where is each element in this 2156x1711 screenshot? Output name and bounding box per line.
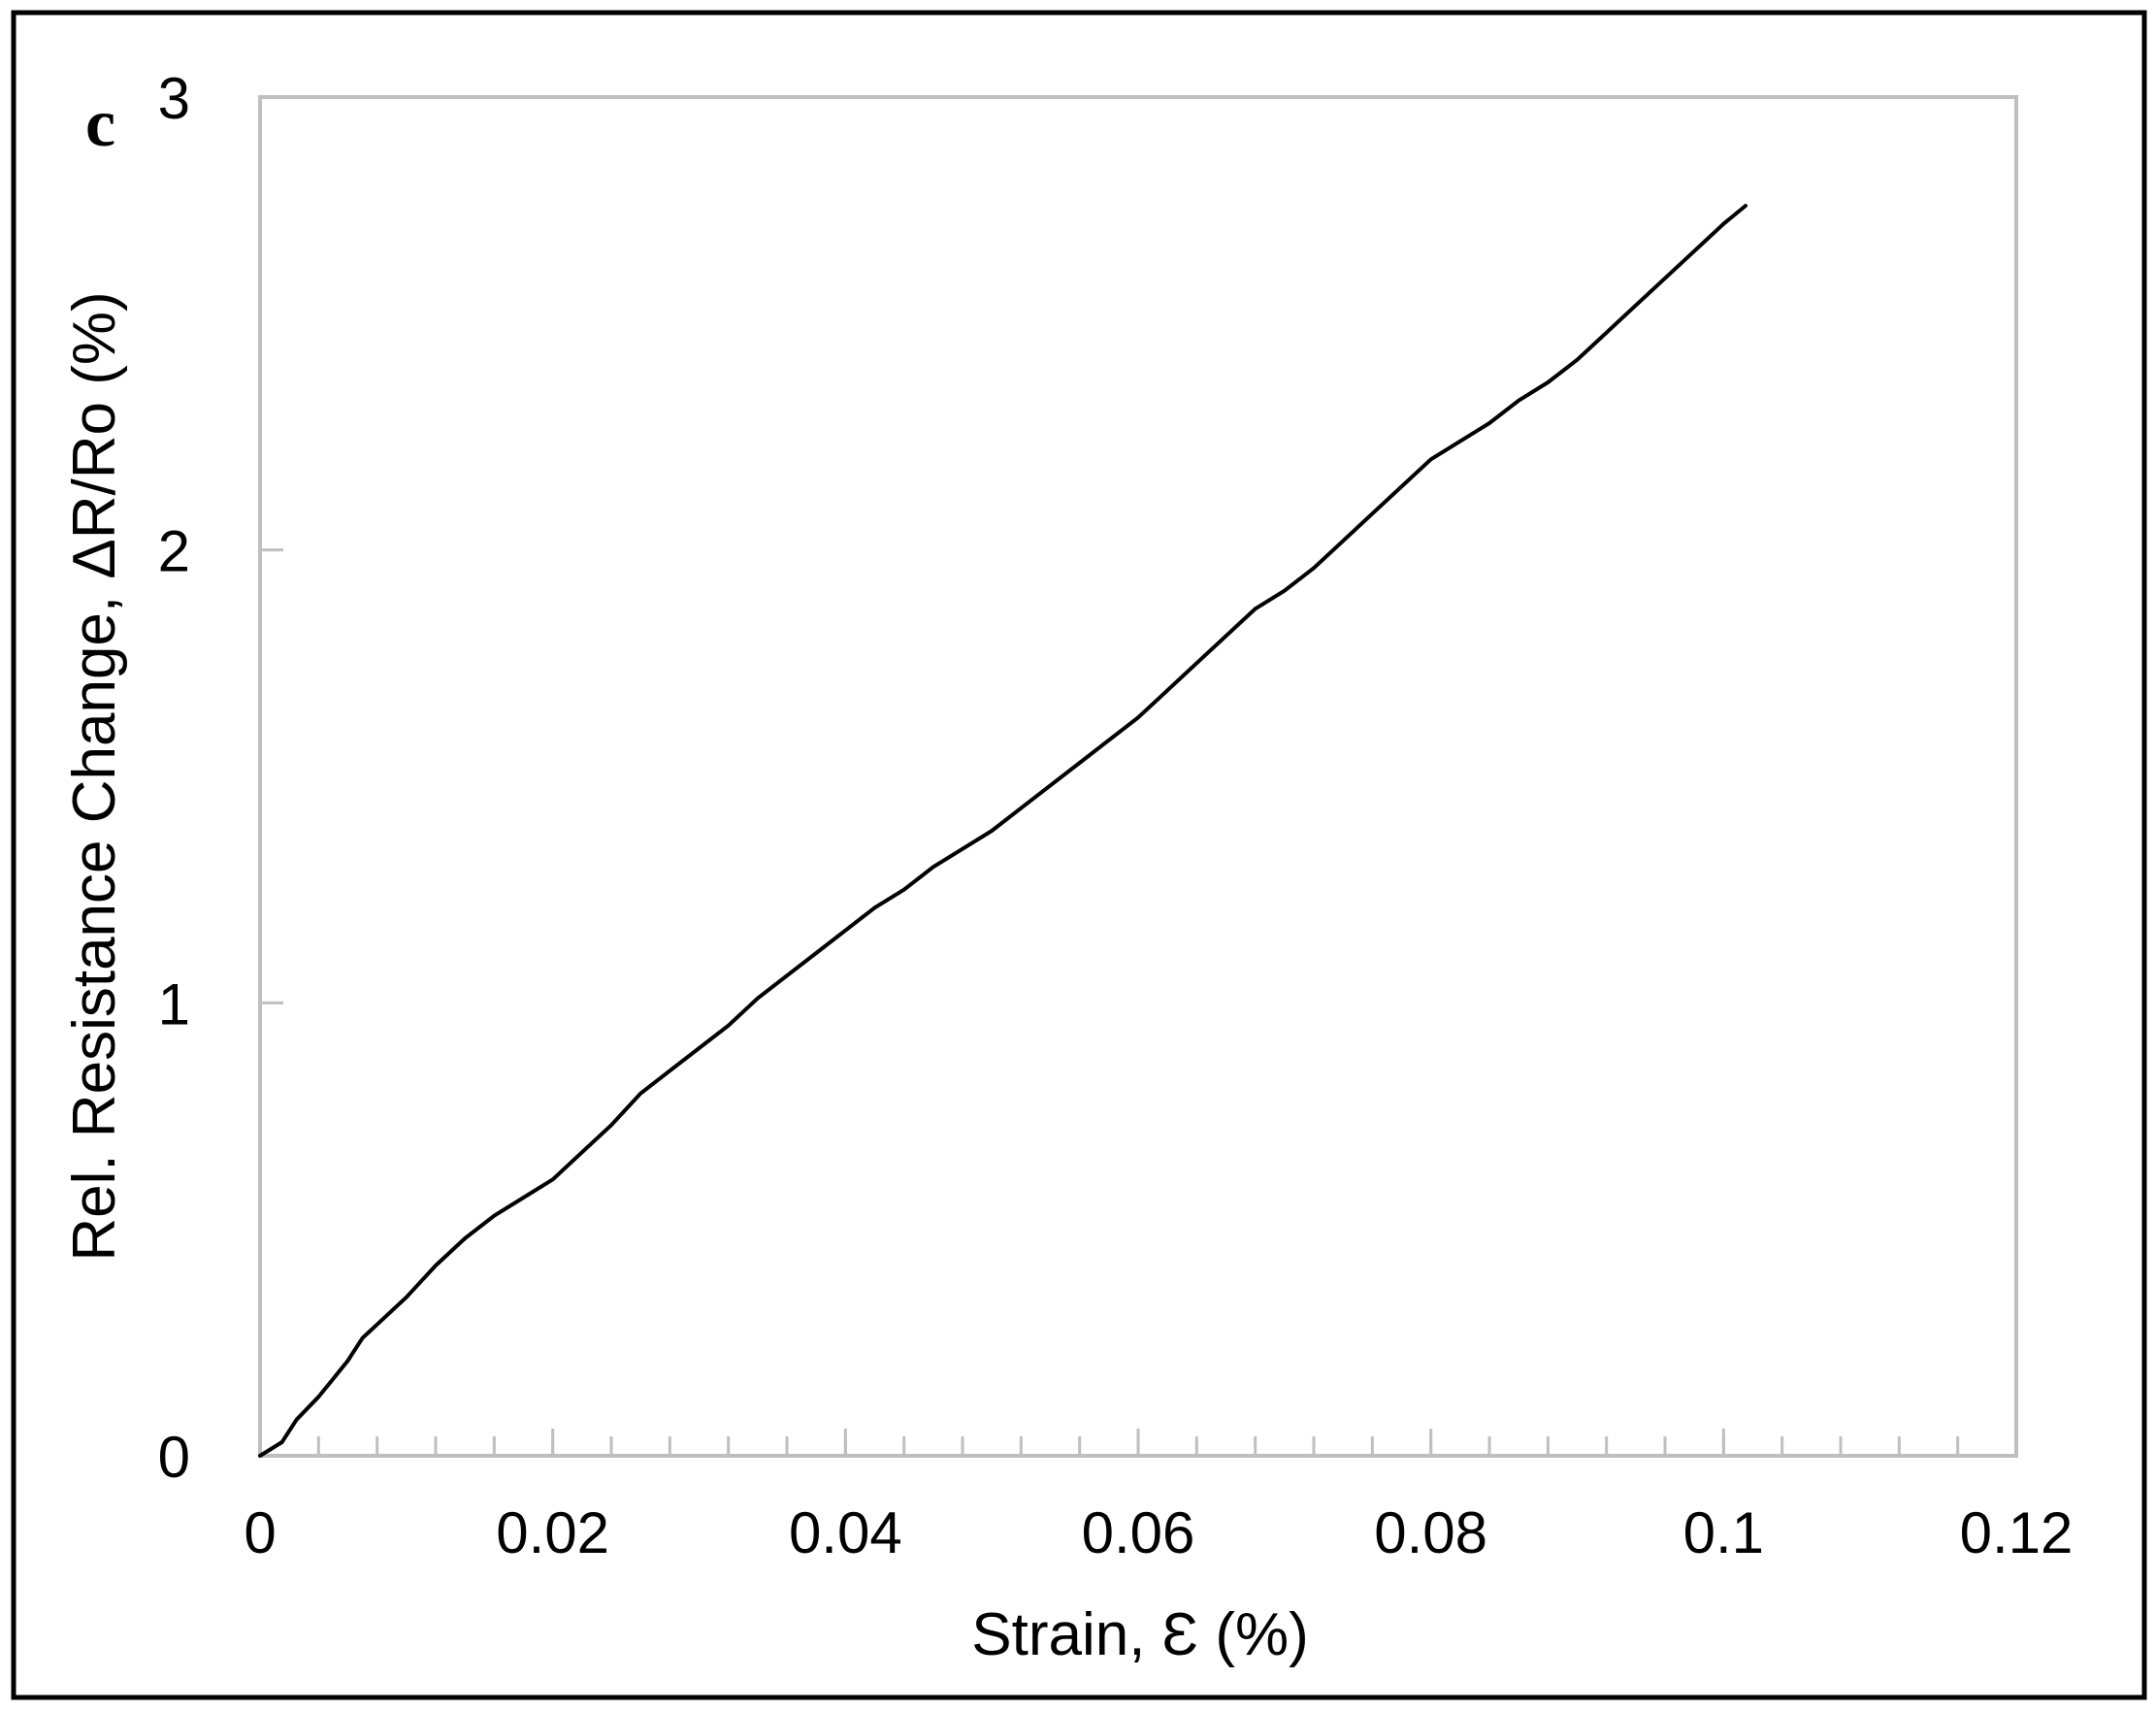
x-axis-title: Strain, Ɛ (%) xyxy=(971,1601,1309,1668)
panel-label: c xyxy=(85,86,115,161)
x-major-ticks xyxy=(258,1429,2018,1456)
x-tick-label: 0.1 xyxy=(1683,1500,1764,1565)
series-line xyxy=(258,204,1748,1458)
x-tick-label: 0.08 xyxy=(1374,1500,1487,1565)
x-tick-label: 0 xyxy=(244,1500,276,1565)
figure-frame xyxy=(11,10,2147,1700)
y-tick-label: 2 xyxy=(158,519,190,584)
y-tick-label: 1 xyxy=(158,971,190,1036)
y-major-ticks xyxy=(260,95,283,1458)
x-tick-labels: 0 0.02 0.04 0.06 0.08 0.1 0.12 xyxy=(244,1500,2073,1565)
y-tick-label: 0 xyxy=(158,1425,190,1490)
y-axis-title: Rel. Resistance Change, ΔR/Ro (%) xyxy=(61,291,128,1261)
x-tick-label: 0.04 xyxy=(789,1500,902,1565)
y-tick-label: 3 xyxy=(158,66,190,131)
x-tick-label: 0.12 xyxy=(1960,1500,2074,1565)
series-layer xyxy=(258,204,1748,1458)
y-tick-labels: 0 1 2 3 xyxy=(158,66,190,1490)
x-tick-label: 0.06 xyxy=(1082,1500,1195,1565)
x-tick-label: 0.02 xyxy=(496,1500,609,1565)
